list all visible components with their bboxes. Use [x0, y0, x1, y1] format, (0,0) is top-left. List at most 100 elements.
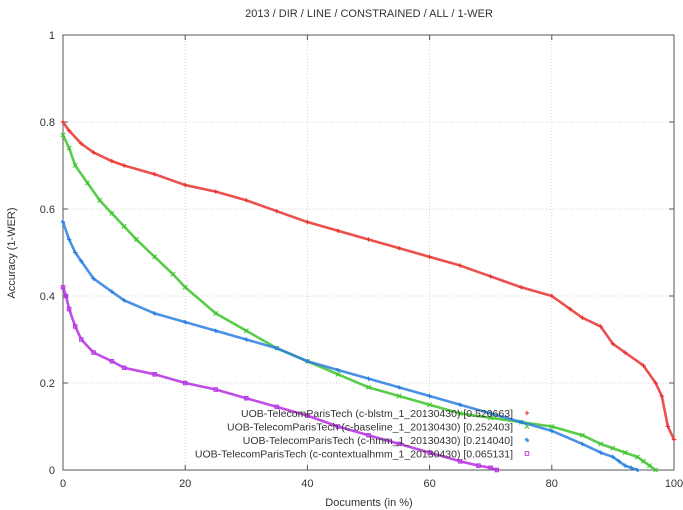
data-point [622, 463, 628, 468]
data-point [549, 423, 555, 430]
data-point [640, 458, 647, 464]
data-point [72, 162, 78, 169]
data-point [622, 350, 628, 355]
x-tick-label: 100 [665, 478, 683, 490]
x-tick-label: 20 [179, 478, 191, 490]
data-point [79, 337, 84, 342]
data-point [427, 402, 433, 408]
data-point [396, 441, 402, 447]
data-point [610, 445, 616, 451]
data-point [60, 285, 66, 290]
data-point [567, 306, 573, 312]
data-point [427, 254, 432, 260]
data-point [152, 172, 157, 177]
data-point [213, 189, 218, 194]
y-axis-label: Accuracy (1-WER) [6, 207, 18, 298]
data-point [274, 404, 280, 410]
data-point [305, 219, 310, 225]
data-point [629, 465, 634, 471]
x-tick-label: 80 [546, 478, 558, 490]
data-point [121, 298, 127, 303]
data-point [121, 163, 127, 168]
data-point [84, 180, 90, 186]
data-point [457, 459, 463, 464]
plot-frame [62, 34, 675, 471]
data-point [66, 237, 72, 242]
data-point [79, 259, 84, 264]
data-point [66, 145, 72, 151]
series-marks [60, 119, 677, 473]
data-point [183, 319, 188, 325]
data-point [476, 463, 481, 468]
data-point [66, 128, 72, 133]
y-tick-label: 0.6 [40, 204, 55, 216]
legend: UOB-TelecomParisTech (c-blstm_1_20130430… [195, 408, 530, 461]
data-point [109, 359, 115, 364]
data-point [396, 393, 402, 399]
data-point [133, 236, 139, 243]
data-point [63, 293, 69, 299]
data-point [170, 271, 176, 277]
series-1 [60, 119, 677, 442]
data-point [243, 328, 249, 334]
data-point [665, 424, 671, 429]
data-point [524, 437, 530, 443]
data-point [598, 441, 604, 447]
data-point [152, 311, 157, 316]
legend-label: UOB-TelecomParisTech (c-blstm_1_20130430… [241, 408, 513, 420]
data-point [549, 293, 554, 299]
data-point [213, 328, 218, 333]
data-point [580, 441, 585, 447]
data-point [396, 245, 402, 251]
data-point [152, 254, 158, 260]
data-point [549, 428, 554, 434]
data-point [488, 274, 493, 279]
data-point [610, 341, 616, 347]
data-point [524, 451, 530, 456]
series-line [61, 220, 639, 472]
data-point [580, 315, 585, 320]
y-tick-label: 1 [49, 30, 55, 42]
data-point [109, 289, 115, 294]
data-point [335, 367, 341, 373]
data-point [182, 284, 188, 290]
data-point [494, 467, 500, 473]
series-line [61, 285, 499, 472]
legend-label: UOB-TelecomParisTech (c-baseline_1_20130… [227, 422, 513, 434]
data-point [622, 450, 628, 456]
data-point [91, 150, 96, 155]
series-2 [60, 132, 659, 473]
y-tick-label: 0.2 [40, 378, 55, 390]
data-point [335, 424, 341, 429]
grid [63, 35, 674, 470]
data-point [244, 337, 249, 342]
data-point [182, 380, 188, 386]
data-point [519, 285, 524, 290]
data-point [244, 198, 249, 203]
data-point [598, 450, 603, 455]
data-point [244, 395, 249, 401]
legend-label: UOB-TelecomParisTech (c-contextualhmm_1_… [195, 449, 513, 461]
tick-labels: 0 20 40 60 80 100 0 0.2 0.4 0.6 0.8 1 [40, 30, 683, 490]
series-line [61, 120, 676, 441]
data-point [152, 372, 157, 377]
chart-title: 2013 / DIR / LINE / CONSTRAINED / ALL / … [245, 8, 493, 20]
data-point [427, 393, 432, 399]
y-tick-label: 0.8 [40, 117, 55, 129]
data-point [60, 219, 66, 225]
data-point [213, 387, 218, 392]
data-point [366, 237, 371, 242]
data-point [488, 415, 494, 421]
data-point [671, 437, 677, 442]
data-point [335, 371, 341, 377]
x-tick-label: 40 [301, 478, 313, 490]
data-point [427, 450, 432, 455]
data-point [659, 393, 664, 399]
y-tick-label: 0.4 [40, 291, 55, 303]
data-point [305, 359, 310, 364]
x-tick-label: 0 [60, 478, 66, 490]
data-point [641, 363, 646, 368]
series-4 [60, 285, 500, 473]
data-point [647, 463, 653, 469]
